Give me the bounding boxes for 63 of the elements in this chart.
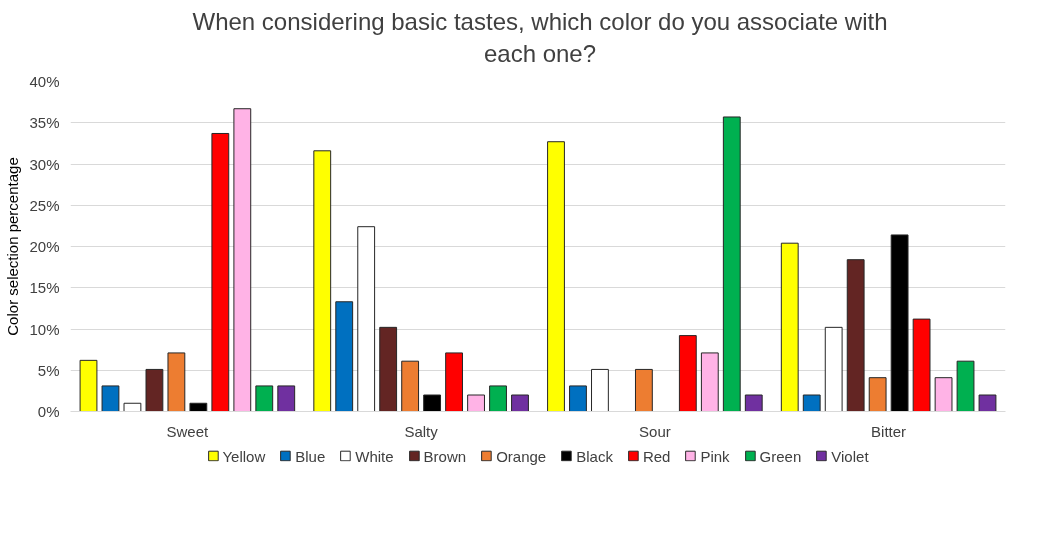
legend-label: Yellow	[222, 447, 266, 465]
y-tick-label: 0%	[37, 402, 60, 420]
bar	[79, 359, 98, 412]
y-tick-label: 40%	[29, 72, 60, 90]
legend-label: Violet	[831, 447, 869, 465]
y-tick-label: 35%	[29, 114, 60, 132]
bar	[357, 225, 376, 412]
bar	[956, 360, 975, 412]
legend-label: Brown	[423, 447, 467, 465]
bar	[868, 376, 887, 412]
bar	[780, 242, 799, 412]
bar	[744, 394, 763, 412]
bar	[401, 360, 420, 412]
bar	[101, 385, 120, 412]
bar	[934, 376, 953, 412]
bar	[678, 334, 697, 412]
bar	[467, 394, 485, 412]
bar	[700, 352, 719, 412]
bar	[569, 385, 587, 412]
bar	[511, 394, 529, 412]
bar	[591, 368, 609, 412]
bar	[912, 318, 931, 412]
bar	[802, 394, 821, 412]
y-tick-label: 15%	[29, 279, 60, 297]
x-tick-label: Sweet	[166, 422, 210, 440]
bar	[123, 402, 142, 412]
bar	[379, 326, 398, 412]
bar	[255, 385, 274, 412]
legend-label: Red	[642, 447, 671, 465]
legend-label: Blue	[295, 447, 326, 465]
bar	[313, 150, 332, 412]
bar	[233, 108, 252, 412]
legend-label: White	[355, 447, 394, 465]
bar	[211, 132, 230, 412]
legend-label: Pink	[700, 447, 730, 465]
y-tick-label: 5%	[37, 361, 60, 379]
bar	[189, 402, 208, 412]
bar	[824, 326, 843, 412]
x-tick-label: Bitter	[871, 422, 907, 440]
y-axis-title: Color selection percentage	[4, 157, 22, 336]
bar	[547, 141, 565, 412]
bar	[890, 234, 909, 412]
y-tick-label: 25%	[29, 196, 60, 214]
bar	[423, 394, 442, 412]
bar	[846, 258, 865, 412]
y-tick-label: 30%	[29, 155, 60, 173]
bar	[978, 394, 997, 412]
bar	[277, 385, 296, 412]
y-tick-label: 10%	[29, 320, 60, 338]
bar	[145, 368, 164, 412]
bar	[445, 352, 463, 412]
x-tick-label: Sour	[639, 422, 671, 440]
x-tick-label: Salty	[404, 422, 439, 440]
bar	[167, 352, 186, 412]
chart-title: When considering basic tastes, which color do you associate with each one?	[191, 7, 889, 70]
bar	[634, 368, 653, 412]
legend-label: Green	[759, 447, 802, 465]
bar	[722, 116, 741, 412]
bar	[489, 385, 507, 412]
legend-label: Orange	[496, 447, 547, 465]
y-tick-label: 20%	[29, 237, 60, 255]
legend-label: Black	[576, 447, 613, 465]
bar	[335, 301, 354, 412]
